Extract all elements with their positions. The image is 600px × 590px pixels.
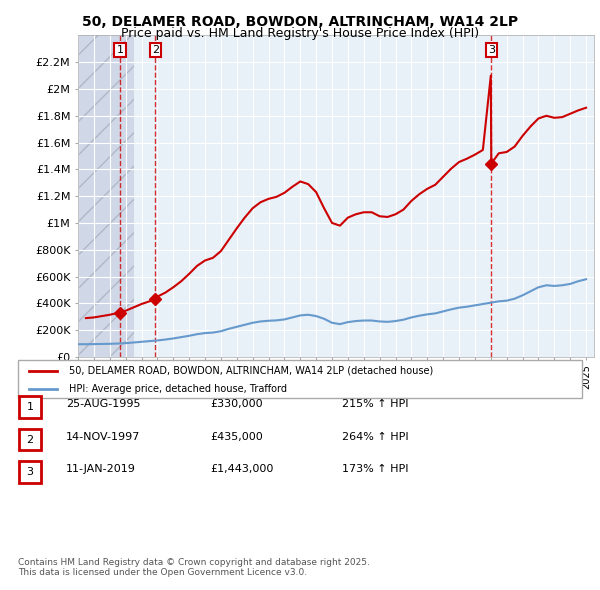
FancyBboxPatch shape (18, 360, 582, 398)
Text: £1,443,000: £1,443,000 (210, 464, 274, 474)
Bar (78, 35, 134, 357)
Text: 1: 1 (26, 402, 34, 412)
Text: 3: 3 (26, 467, 34, 477)
Text: 1: 1 (116, 45, 124, 55)
Text: 11-JAN-2019: 11-JAN-2019 (66, 464, 136, 474)
Text: £330,000: £330,000 (210, 399, 263, 409)
Text: £435,000: £435,000 (210, 432, 263, 441)
Text: 50, DELAMER ROAD, BOWDON, ALTRINCHAM, WA14 2LP: 50, DELAMER ROAD, BOWDON, ALTRINCHAM, WA… (82, 15, 518, 29)
Text: 264% ↑ HPI: 264% ↑ HPI (342, 432, 409, 441)
FancyBboxPatch shape (19, 396, 41, 418)
Text: 215% ↑ HPI: 215% ↑ HPI (342, 399, 409, 409)
Text: Price paid vs. HM Land Registry's House Price Index (HPI): Price paid vs. HM Land Registry's House … (121, 27, 479, 40)
FancyBboxPatch shape (19, 461, 41, 483)
Text: 14-NOV-1997: 14-NOV-1997 (66, 432, 140, 441)
Text: 3: 3 (488, 45, 495, 55)
Text: 50, DELAMER ROAD, BOWDON, ALTRINCHAM, WA14 2LP (detached house): 50, DELAMER ROAD, BOWDON, ALTRINCHAM, WA… (69, 366, 433, 376)
Text: HPI: Average price, detached house, Trafford: HPI: Average price, detached house, Traf… (69, 384, 287, 394)
Text: 173% ↑ HPI: 173% ↑ HPI (342, 464, 409, 474)
Text: 2: 2 (26, 435, 34, 444)
FancyBboxPatch shape (19, 429, 41, 450)
Text: Contains HM Land Registry data © Crown copyright and database right 2025.
This d: Contains HM Land Registry data © Crown c… (18, 558, 370, 577)
Text: 25-AUG-1995: 25-AUG-1995 (66, 399, 140, 409)
Text: 2: 2 (152, 45, 159, 55)
